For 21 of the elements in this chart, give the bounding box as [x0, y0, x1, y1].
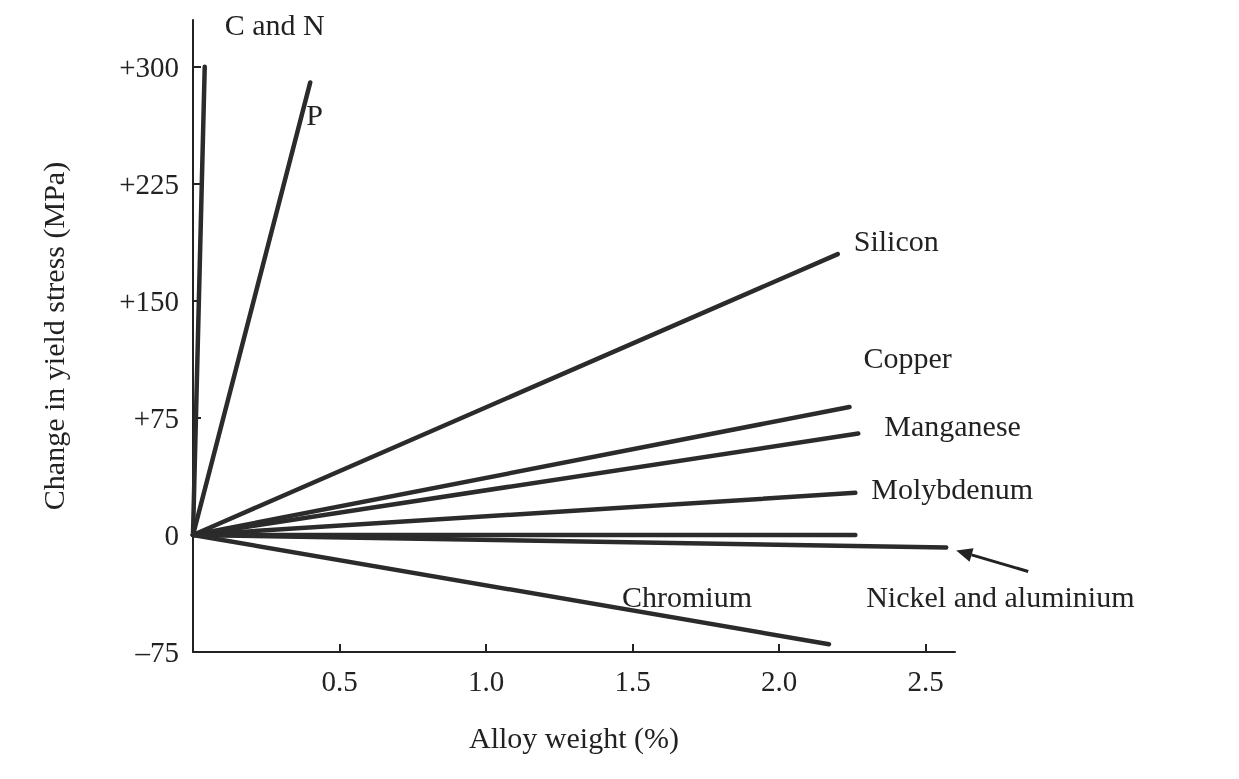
x-axis-title: Alloy weight (%): [469, 720, 679, 755]
x-tick-label: 1.0: [467, 664, 505, 697]
x-tick-label: 1.5: [614, 664, 651, 697]
y-axis-title: Change in yield stress (MPa): [36, 161, 71, 511]
series-label: Silicon: [853, 223, 939, 257]
y-tick-label: +150: [119, 284, 179, 317]
y-tick-label: +300: [119, 50, 179, 83]
series-label: P: [306, 97, 323, 131]
x-tick-label: 2.5: [907, 664, 944, 697]
series-label: Molybdenum: [871, 472, 1034, 506]
y-tick-label: 0: [164, 518, 179, 551]
series-label: Chromium: [621, 579, 752, 613]
y-tick-label: +225: [119, 167, 179, 200]
y-tick-label: +75: [133, 401, 179, 434]
y-tick-label: –75: [134, 636, 179, 668]
annotation: Nickel and aluminium: [866, 579, 1135, 613]
x-tick-label: 0.5: [321, 664, 358, 697]
x-tick-label: 2.0: [761, 664, 798, 697]
series-label: Manganese: [884, 409, 1021, 443]
series-label: Copper: [863, 340, 952, 374]
series-label: C and N: [224, 8, 325, 42]
